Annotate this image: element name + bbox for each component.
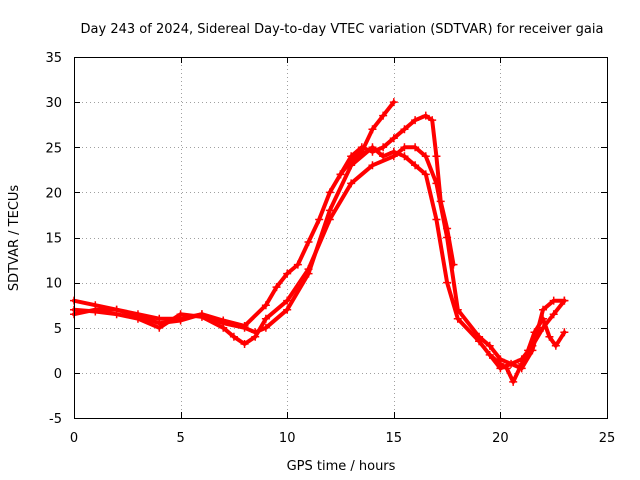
chart-title: Day 243 of 2024, Sidereal Day-to-day VTE…	[81, 22, 604, 37]
data-point-track-b	[475, 332, 484, 341]
data-point-track-d	[411, 116, 420, 125]
x-tick-label: 15	[386, 431, 403, 446]
data-point-track-d	[357, 143, 366, 152]
x-axis-label: GPS time / hours	[287, 459, 396, 474]
y-tick-label: 0	[54, 367, 62, 382]
data-point-track-c	[272, 283, 281, 292]
data-point-track-c	[293, 260, 302, 269]
x-tick-label: 20	[492, 431, 509, 446]
data-point-track-d	[400, 125, 409, 134]
y-tick-label: 10	[45, 277, 62, 292]
data-point-track-a	[549, 310, 558, 319]
data-point-track-d	[443, 224, 452, 233]
data-point-track-b	[411, 143, 420, 152]
data-point-track-c	[368, 125, 377, 134]
data-point-track-b	[261, 314, 270, 323]
data-point-track-e	[560, 328, 569, 337]
data-point-track-e	[485, 350, 494, 359]
data-point-track-c	[91, 305, 100, 314]
data-point-track-b	[325, 215, 334, 224]
data-point-track-a	[432, 215, 441, 224]
data-point-track-b	[549, 296, 558, 305]
data-point-track-b	[507, 359, 516, 368]
data-point-track-c	[133, 312, 142, 321]
data-point-track-b	[389, 152, 398, 161]
data-point-track-b	[421, 152, 430, 161]
data-series	[70, 98, 569, 386]
data-point-track-e	[509, 377, 518, 386]
data-point-track-a	[261, 323, 270, 332]
data-point-track-b	[251, 332, 260, 341]
data-point-track-e	[524, 346, 533, 355]
data-point-track-c	[155, 319, 164, 328]
data-point-track-d	[421, 111, 430, 120]
data-point-track-a	[400, 152, 409, 161]
data-point-track-b	[368, 161, 377, 170]
data-point-track-b	[240, 339, 249, 348]
data-point-track-e	[545, 332, 554, 341]
data-point-track-c	[283, 269, 292, 278]
data-point-track-a	[421, 170, 430, 179]
data-point-track-c	[379, 111, 388, 120]
data-point-track-b	[283, 296, 292, 305]
data-point-track-c	[112, 305, 121, 314]
data-point-track-e	[517, 359, 526, 368]
series-line-track-c	[72, 100, 396, 328]
data-point-track-d	[428, 116, 437, 125]
data-point-track-c	[389, 98, 398, 107]
y-tick-label: 25	[45, 141, 62, 156]
data-point-track-b	[400, 143, 409, 152]
data-point-track-c	[304, 238, 313, 247]
data-point-track-e	[539, 314, 548, 323]
x-tick-label: 10	[279, 431, 296, 446]
data-point-track-c	[219, 316, 228, 325]
data-point-track-b	[229, 332, 238, 341]
data-point-track-e	[502, 364, 511, 373]
data-point-track-b	[453, 305, 462, 314]
data-point-track-e	[551, 341, 560, 350]
data-point-track-d	[347, 152, 356, 161]
chart-grid	[74, 57, 607, 418]
data-point-track-e	[530, 328, 539, 337]
y-tick-label: 15	[45, 232, 62, 247]
data-point-track-b	[560, 296, 569, 305]
data-point-track-b	[539, 305, 548, 314]
data-point-track-c	[315, 215, 324, 224]
y-tick-label: 20	[45, 186, 62, 201]
data-point-track-d	[389, 134, 398, 143]
data-point-track-d	[368, 147, 377, 156]
y-tick-label: -5	[49, 412, 62, 427]
data-point-track-a	[325, 206, 334, 215]
data-point-track-a	[443, 278, 452, 287]
plot-frame	[74, 57, 608, 419]
x-tick-label: 0	[70, 431, 78, 446]
data-point-track-d	[379, 143, 388, 152]
data-point-track-b	[347, 179, 356, 188]
x-tick-label: 5	[176, 431, 184, 446]
data-point-track-b	[304, 265, 313, 274]
y-tick-label: 5	[54, 322, 62, 337]
data-point-track-c	[325, 188, 334, 197]
data-point-track-b	[485, 341, 494, 350]
data-point-track-e	[496, 359, 505, 368]
data-point-track-c	[197, 310, 206, 319]
y-tick-label: 30	[45, 96, 62, 111]
data-point-track-b	[219, 323, 228, 332]
y-axis-label: SDTVAR / TECUs	[7, 185, 22, 292]
data-point-track-d	[432, 152, 441, 161]
data-point-track-a	[453, 314, 462, 323]
data-point-track-a	[411, 161, 420, 170]
data-point-track-c	[176, 316, 185, 325]
series-line-track-d	[338, 113, 456, 267]
y-tick-label: 35	[45, 51, 62, 66]
data-point-track-c	[240, 321, 249, 330]
data-point-track-d	[449, 260, 458, 269]
data-point-track-a	[283, 305, 292, 314]
data-point-track-d	[336, 170, 345, 179]
x-tick-label: 25	[599, 431, 616, 446]
data-point-track-d	[436, 197, 445, 206]
data-point-track-c	[261, 301, 270, 310]
